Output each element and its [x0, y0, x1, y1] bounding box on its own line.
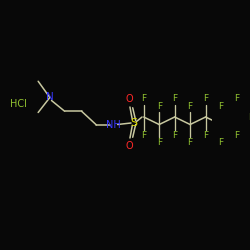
Text: F: F	[188, 138, 193, 147]
Text: F: F	[234, 94, 239, 103]
Text: F: F	[188, 102, 193, 111]
Text: F: F	[141, 131, 146, 140]
Text: F: F	[172, 94, 177, 103]
Text: F: F	[157, 102, 162, 111]
Text: S: S	[130, 118, 137, 128]
Text: F: F	[172, 131, 177, 140]
Text: F: F	[248, 112, 250, 122]
Text: F: F	[141, 94, 146, 103]
Text: F: F	[157, 138, 162, 147]
Text: F: F	[218, 102, 224, 111]
Text: NH: NH	[106, 120, 121, 130]
Text: O: O	[125, 94, 133, 104]
Text: N: N	[46, 92, 54, 102]
Text: F: F	[218, 138, 224, 147]
Text: F: F	[234, 131, 239, 140]
Text: F: F	[203, 94, 208, 103]
Text: F: F	[203, 131, 208, 140]
Text: HCl: HCl	[10, 99, 26, 109]
Text: O: O	[125, 141, 133, 151]
